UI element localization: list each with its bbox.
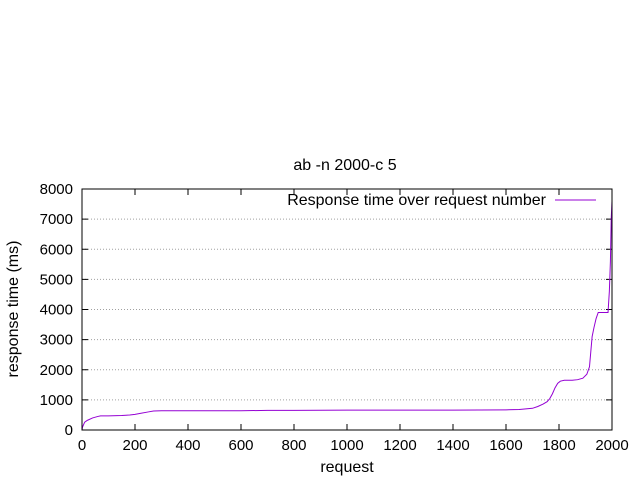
y-tick-label: 0 [65, 422, 73, 439]
gridlines [82, 218, 612, 401]
y-tick-label: 2000 [40, 362, 73, 379]
x-tick-label: 1200 [383, 437, 416, 454]
x-tick-label: 1400 [436, 437, 469, 454]
series-line-response-time [81, 201, 613, 431]
x-tick-label: 200 [122, 437, 147, 454]
y-axis-label: response time (ms) [5, 241, 22, 378]
legend: Response time over request number [287, 192, 596, 209]
y-tick-label: 7000 [40, 211, 73, 228]
chart-title: ab -n 2000-c 5 [293, 157, 396, 174]
y-tick-label: 1000 [40, 392, 73, 409]
x-tick-label: 1600 [489, 437, 522, 454]
x-axis-ticks: 0 200 400 600 800 1000 1200 1400 1600 1800 2000 [78, 189, 629, 454]
y-tick-label: 5000 [40, 271, 73, 288]
x-tick-label: 2000 [595, 437, 628, 454]
x-axis-label: request [320, 459, 374, 476]
x-tick-label: 0 [78, 437, 86, 454]
y-tick-label: 3000 [40, 332, 73, 349]
y-tick-label: 4000 [40, 302, 73, 319]
plot-frame [81, 188, 613, 431]
x-tick-label: 800 [281, 437, 306, 454]
legend-label: Response time over request number [287, 192, 546, 209]
x-tick-label: 400 [175, 437, 200, 454]
y-tick-label: 8000 [40, 181, 73, 198]
y-tick-label: 6000 [40, 241, 73, 258]
x-tick-label: 600 [228, 437, 253, 454]
x-tick-label: 1800 [542, 437, 575, 454]
y-axis-ticks: 0 1000 2000 3000 4000 5000 6000 7000 8000 [40, 181, 612, 439]
x-tick-label: 1000 [330, 437, 363, 454]
